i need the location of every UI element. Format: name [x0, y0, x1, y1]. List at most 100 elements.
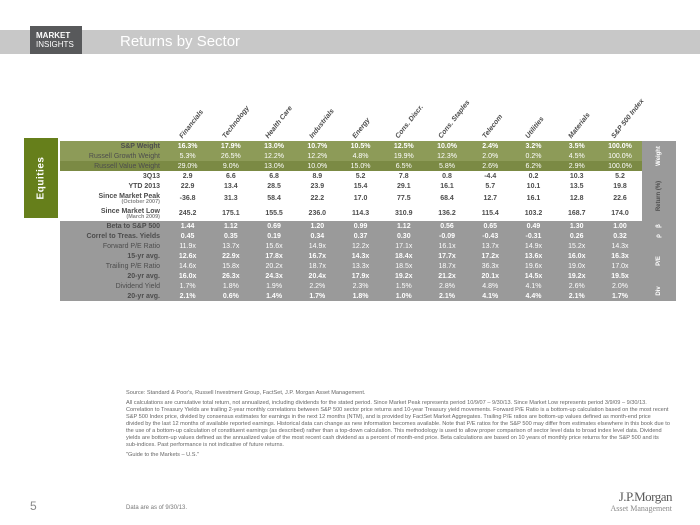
- cell: 0.56: [425, 221, 468, 231]
- cell: 11.9x: [166, 241, 209, 251]
- cell: 15.2x: [555, 241, 598, 251]
- cell: 0.99: [339, 221, 382, 231]
- cell: 36.3x: [469, 261, 512, 271]
- cell: 0.32: [598, 231, 641, 241]
- cell: 245.2: [166, 206, 209, 221]
- cell: 6.6: [209, 171, 252, 181]
- cell: 29.0%: [166, 161, 209, 171]
- cell: 1.0%: [382, 291, 425, 301]
- side-tab-weight: Weight: [642, 141, 676, 171]
- cell: -4.4: [469, 171, 512, 181]
- cell: 0.6%: [209, 291, 252, 301]
- col-header: Industrials: [296, 70, 339, 141]
- cell: 18.7x: [425, 261, 468, 271]
- cell: 19.2x: [382, 271, 425, 281]
- cell: 2.4%: [469, 141, 512, 151]
- cell: 1.00: [598, 221, 641, 231]
- cell: 0.19: [252, 231, 295, 241]
- cell: 26.3x: [209, 271, 252, 281]
- cell: 24.3x: [252, 271, 295, 281]
- footnotes: Source: Standard & Poor's, Russell Inves…: [126, 390, 670, 462]
- cell: 6.5%: [382, 161, 425, 171]
- cell: 18.7x: [296, 261, 339, 271]
- cell: 4.8%: [339, 151, 382, 161]
- col-header: Telecom: [469, 70, 512, 141]
- cell: 2.1%: [425, 291, 468, 301]
- cell: 5.3%: [166, 151, 209, 161]
- cell: 4.4%: [512, 291, 555, 301]
- cell: 100.0%: [598, 161, 641, 171]
- page-number: 5: [30, 499, 37, 513]
- equities-tab: Equities: [24, 138, 58, 218]
- cell: 9.0%: [209, 161, 252, 171]
- cell: 2.6%: [555, 281, 598, 291]
- cell: 10.1: [512, 181, 555, 191]
- table-row: Russell Value Weight29.0%9.0%13.0%10.0%1…: [60, 161, 676, 171]
- cell: 13.0%: [252, 161, 295, 171]
- table-row: 15-yr avg.12.6x22.9x17.8x16.7x14.3x18.4x…: [60, 251, 676, 261]
- cell: 13.6x: [512, 251, 555, 261]
- cell: -0.09: [425, 231, 468, 241]
- col-header: Energy: [339, 70, 382, 141]
- cell: 68.4: [425, 191, 468, 206]
- cell: 12.7: [469, 191, 512, 206]
- table-row: 20-yr avg.2.1%0.6%1.4%1.7%1.8%1.0%2.1%4.…: [60, 291, 676, 301]
- cell: 175.1: [209, 206, 252, 221]
- cell: 13.7x: [469, 241, 512, 251]
- cell: 174.0: [598, 206, 641, 221]
- side-tab-rho: ρ: [642, 231, 676, 241]
- cell: 5.7: [469, 181, 512, 191]
- cell: 2.6%: [469, 161, 512, 171]
- cell: 14.9x: [296, 241, 339, 251]
- cell: 22.9: [166, 181, 209, 191]
- cell: 155.5: [252, 206, 295, 221]
- cell: 1.8%: [209, 281, 252, 291]
- insights-line2: INSIGHTS: [36, 40, 74, 49]
- cell: 0.26: [555, 231, 598, 241]
- data-table: FinancialsTechnologyHealth CareIndustria…: [60, 70, 676, 301]
- cell: 31.3: [209, 191, 252, 206]
- cell: 0.8: [425, 171, 468, 181]
- cell: 17.2x: [469, 251, 512, 261]
- cell: 1.5%: [382, 281, 425, 291]
- cell: 15.0%: [339, 161, 382, 171]
- row-label: Forward P/E Ratio: [60, 241, 166, 251]
- cell: 14.9x: [512, 241, 555, 251]
- cell: 5.2: [339, 171, 382, 181]
- row-label: Russell Value Weight: [60, 161, 166, 171]
- col-header: Financials: [166, 70, 209, 141]
- cell: 1.4%: [252, 291, 295, 301]
- row-label: Trailing P/E Ratio: [60, 261, 166, 271]
- cell: 17.9%: [209, 141, 252, 151]
- cell: 16.0x: [166, 271, 209, 281]
- cell: 29.1: [382, 181, 425, 191]
- cell: 17.8x: [252, 251, 295, 261]
- cell: 2.0%: [469, 151, 512, 161]
- cell: 2.1%: [166, 291, 209, 301]
- cell: -0.43: [469, 231, 512, 241]
- cell: 0.30: [382, 231, 425, 241]
- cell: 77.5: [382, 191, 425, 206]
- cell: 16.3x: [598, 251, 641, 261]
- cell: 1.20: [296, 221, 339, 231]
- row-label: 20-yr avg.: [60, 271, 166, 281]
- cell: 12.2%: [252, 151, 295, 161]
- cell: 19.0x: [555, 261, 598, 271]
- cell: 4.1%: [469, 291, 512, 301]
- row-label: YTD 2013: [60, 181, 166, 191]
- row-label: Beta to S&P 500: [60, 221, 166, 231]
- cell: 12.5%: [382, 141, 425, 151]
- cell: 4.1%: [512, 281, 555, 291]
- table-row: Beta to S&P 5001.441.120.691.200.991.120…: [60, 221, 676, 231]
- cell: 7.8: [382, 171, 425, 181]
- cell: 15.4: [339, 181, 382, 191]
- cell: 18.4x: [382, 251, 425, 261]
- jpmorgan-logo: J.P.Morgan Asset Management: [610, 489, 672, 513]
- cell: 17.9x: [339, 271, 382, 281]
- cell: 136.2: [425, 206, 468, 221]
- cell: 1.30: [555, 221, 598, 231]
- cell: 0.69: [252, 221, 295, 231]
- cell: 12.8: [555, 191, 598, 206]
- cell: 1.12: [209, 221, 252, 231]
- cell: 21.2x: [425, 271, 468, 281]
